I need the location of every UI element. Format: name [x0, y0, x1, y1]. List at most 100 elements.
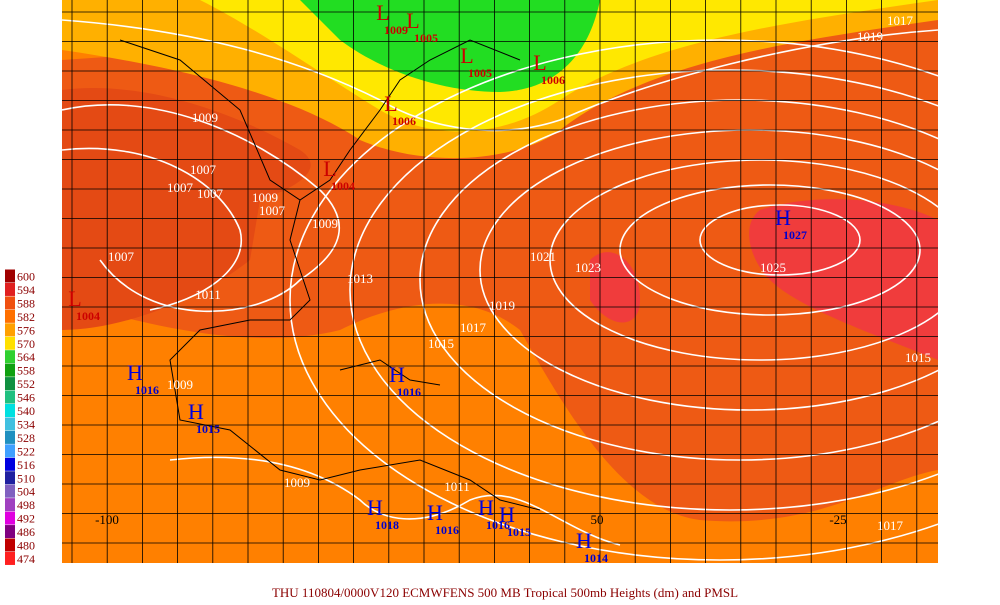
legend-swatch — [5, 444, 15, 458]
legend-label: 540 — [17, 404, 35, 418]
legend-label: 534 — [17, 417, 35, 431]
legend-swatch — [5, 336, 15, 350]
high-pressure: 1016 — [435, 523, 459, 537]
isobar-label: 1011 — [444, 479, 470, 494]
isobar — [169, 456, 621, 546]
isobar — [549, 159, 938, 361]
legend-label: 528 — [17, 431, 35, 445]
color-legend: 6005945885825765705645585525465405345285… — [5, 269, 35, 566]
low-pressure: 1005 — [414, 31, 438, 45]
isobar-label: 1009 — [167, 377, 193, 392]
isobar-label: 1023 — [575, 260, 601, 275]
isobar — [619, 184, 921, 316]
isobar-label: 1007 — [108, 249, 135, 264]
legend-label: 564 — [17, 350, 35, 364]
legend-label: 504 — [17, 485, 35, 499]
isobar-label: 1007 — [190, 162, 217, 177]
low-pressure: 1006 — [541, 73, 565, 87]
low-letter: L — [384, 91, 397, 116]
field-594b — [749, 199, 938, 360]
legend-label: 516 — [17, 458, 35, 472]
longitude-label: 50 — [591, 512, 604, 527]
low-letter: L — [68, 286, 81, 311]
legend-label: 498 — [17, 498, 35, 512]
lat-lon-grid — [62, 0, 938, 563]
legend-label: 576 — [17, 323, 35, 337]
high-pressure: 1015 — [196, 422, 220, 436]
legend-swatch — [5, 457, 15, 471]
legend-label: 474 — [17, 552, 35, 566]
high-pressure: 1014 — [584, 551, 608, 565]
isobar-label: 1009 — [284, 475, 310, 490]
isobar-label: 1009 — [192, 110, 218, 125]
legend-swatch — [5, 484, 15, 498]
legend-swatch — [5, 282, 15, 296]
legend-swatch — [5, 323, 15, 337]
high-letter: H — [775, 205, 791, 230]
legend-swatch — [5, 296, 15, 310]
isobar — [699, 204, 861, 276]
legend-swatch — [5, 538, 15, 552]
isobar-label: 1009 — [252, 190, 278, 205]
low-letter: L — [533, 50, 546, 75]
high-pressure: 1027 — [783, 228, 807, 242]
high-letter: H — [367, 495, 383, 520]
high-letter: H — [427, 500, 443, 525]
legend-label: 558 — [17, 364, 35, 378]
isobar-label: 1019 — [489, 298, 515, 313]
isobar-label: 1007 — [259, 203, 286, 218]
legend-swatch — [5, 430, 15, 444]
legend-label: 552 — [17, 377, 35, 391]
legend-swatch — [5, 350, 15, 364]
longitude-label: -100 — [95, 512, 119, 527]
high-letter: H — [499, 502, 515, 527]
coastline — [339, 359, 441, 386]
isobar-label: 1019 — [857, 29, 883, 44]
legend-swatch — [5, 363, 15, 377]
caption: THU 110804/0000V120 ECMWFENS 500 MB Trop… — [272, 585, 738, 600]
height-field — [62, 0, 938, 563]
coastline — [119, 39, 521, 201]
legend-label: 510 — [17, 471, 35, 485]
isobars — [62, 19, 938, 561]
low-pressure: 1005 — [468, 66, 492, 80]
legend-label: 570 — [17, 337, 35, 351]
legend-swatch — [5, 551, 15, 565]
high-letter: H — [188, 399, 204, 424]
legend-swatch — [5, 309, 15, 323]
isobar-label: 1021 — [530, 249, 556, 264]
isobar-label: 1007 — [167, 180, 194, 195]
high-pressure: 1015 — [507, 525, 531, 539]
low-pressure: 1009 — [384, 23, 408, 37]
legend-label: 594 — [17, 283, 35, 297]
legend-label: 480 — [17, 539, 35, 553]
high-pressure: 1016 — [397, 385, 421, 399]
legend-swatch — [5, 498, 15, 512]
high-pressure: 1018 — [375, 518, 399, 532]
legend-swatch — [5, 377, 15, 391]
isobar-label: 1017 — [460, 320, 487, 335]
isobar-label: 1013 — [347, 271, 373, 286]
legend-swatch — [5, 390, 15, 404]
isobar-label: 1017 — [887, 13, 914, 28]
isobar — [62, 19, 938, 132]
high-letter: H — [576, 528, 592, 553]
field-588b — [62, 88, 311, 330]
low-letter: L — [406, 8, 419, 33]
high-letter: H — [389, 362, 405, 387]
high-letter: H — [478, 495, 494, 520]
low-letter: L — [376, 0, 389, 25]
isobar-label: 1015 — [905, 350, 931, 365]
low-letter: L — [323, 156, 336, 181]
low-pressure: 1004 — [76, 309, 100, 323]
legend-label: 522 — [17, 444, 35, 458]
isobar — [349, 69, 938, 511]
legend-label: 486 — [17, 525, 35, 539]
low-letter: L — [460, 43, 473, 68]
coastlines — [119, 39, 541, 511]
isobar-label: 1007 — [197, 186, 224, 201]
isobar — [419, 99, 938, 461]
longitude-label: -25 — [829, 512, 846, 527]
high-letter: H — [127, 360, 143, 385]
